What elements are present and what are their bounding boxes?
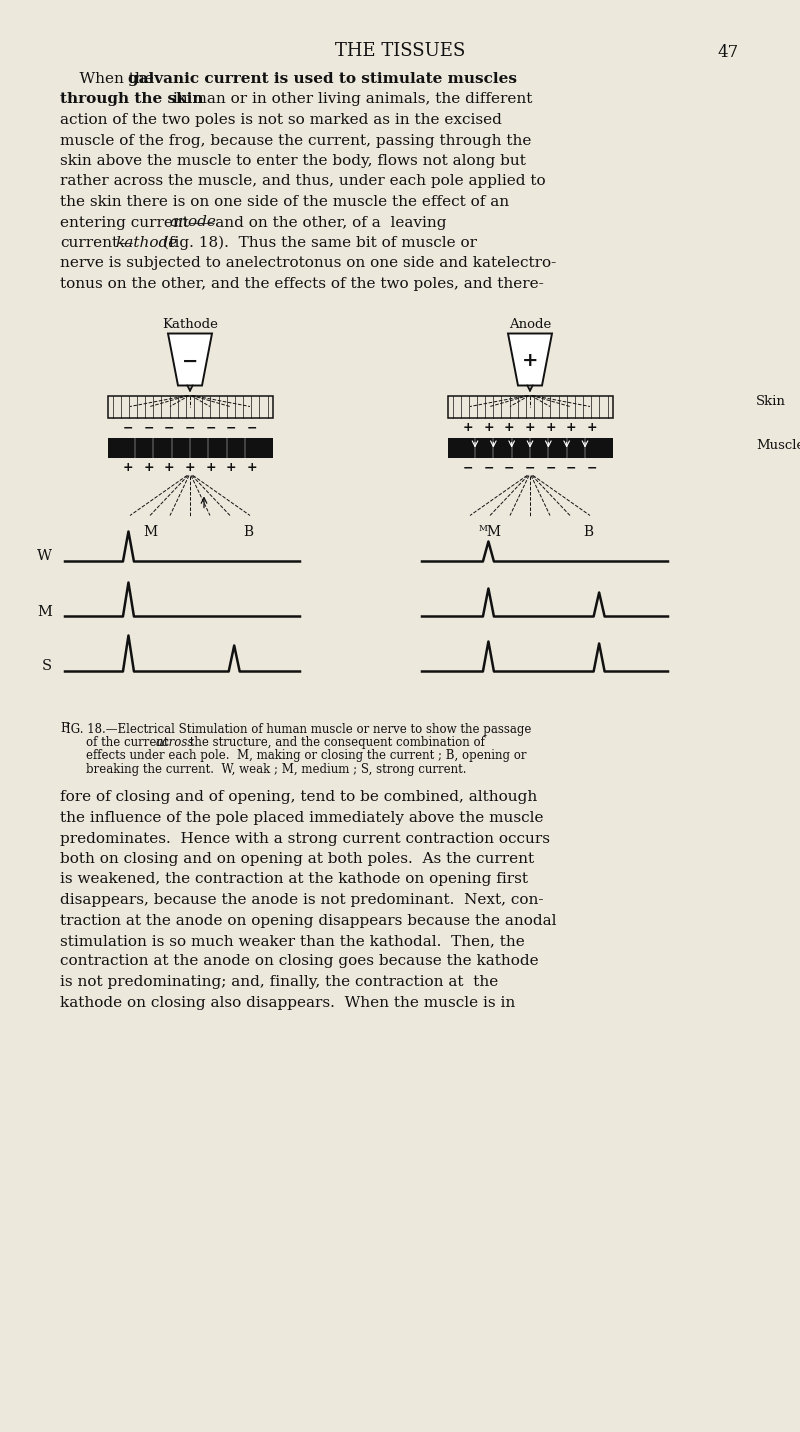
Text: kathode: kathode: [115, 236, 178, 251]
Text: −: −: [566, 461, 577, 474]
Bar: [107, 395, 273, 418]
Text: −: −: [122, 421, 134, 434]
Text: disappears, because the anode is not predominant.  Next, con­: disappears, because the anode is not pre…: [60, 894, 543, 906]
Text: is not predominating; and, finally, the contraction at  the: is not predominating; and, finally, the …: [60, 975, 498, 990]
Text: B: B: [243, 526, 253, 540]
Text: through the skin: through the skin: [60, 93, 203, 106]
Text: breaking the current.  W, weak ; M, medium ; S, strong current.: breaking the current. W, weak ; M, mediu…: [86, 763, 466, 776]
Text: +: +: [525, 421, 535, 434]
Text: is weakened, the contraction at the kathode on opening first: is weakened, the contraction at the kath…: [60, 872, 528, 886]
Text: +: +: [143, 461, 154, 474]
Text: the structure, and the consequent combination of: the structure, and the consequent combin…: [186, 736, 485, 749]
Text: +: +: [504, 421, 514, 434]
Text: −: −: [462, 461, 474, 474]
Text: −: −: [185, 421, 195, 434]
Text: anode: anode: [169, 215, 216, 229]
Text: +: +: [483, 421, 494, 434]
Text: kathode on closing also disappears.  When the muscle is in: kathode on closing also disappears. When…: [60, 995, 515, 1010]
Text: +: +: [206, 461, 216, 474]
Text: When the: When the: [60, 72, 158, 86]
Text: +: +: [566, 421, 577, 434]
Text: THE TISSUES: THE TISSUES: [335, 42, 465, 60]
Text: nerve is subjected to anelectrotonus on one side and katelectro-: nerve is subjected to anelectrotonus on …: [60, 256, 556, 271]
Text: effects under each pole.  M, making or closing the current ; B, opening or: effects under each pole. M, making or cl…: [86, 749, 526, 762]
Text: skin above the muscle to enter the body, flows not along but: skin above the muscle to enter the body,…: [60, 155, 526, 168]
Text: +: +: [522, 352, 538, 371]
Text: the influence of the pole placed immediately above the muscle: the influence of the pole placed immedia…: [60, 811, 543, 825]
Text: +: +: [246, 461, 258, 474]
Text: M: M: [143, 526, 157, 540]
Text: M: M: [37, 604, 52, 619]
Text: —and on the other, of a  leaving: —and on the other, of a leaving: [200, 215, 446, 229]
Text: Skin: Skin: [756, 395, 786, 408]
Text: rather across the muscle, and thus, under each pole applied to: rather across the muscle, and thus, unde…: [60, 175, 546, 189]
Text: galvanic current is used to stimulate muscles: galvanic current is used to stimulate mu…: [128, 72, 517, 86]
Text: F: F: [60, 723, 68, 736]
Text: −: −: [246, 421, 258, 434]
Text: predominates.  Hence with a strong current contraction occurs: predominates. Hence with a strong curren…: [60, 832, 550, 845]
Text: ᴹM: ᴹM: [478, 526, 502, 540]
Text: the skin there is on one side of the muscle the effect of an: the skin there is on one side of the mus…: [60, 195, 509, 209]
Text: current—: current—: [60, 236, 134, 251]
Text: −: −: [182, 352, 198, 371]
Text: fore of closing and of opening, tend to be combined, although: fore of closing and of opening, tend to …: [60, 790, 538, 805]
Text: Muscle: Muscle: [756, 440, 800, 453]
Text: S: S: [42, 660, 52, 673]
Text: −: −: [143, 421, 154, 434]
Text: +: +: [185, 461, 195, 474]
Text: +: +: [586, 421, 598, 434]
Polygon shape: [508, 334, 552, 385]
Text: Kathode: Kathode: [162, 318, 218, 331]
Text: −: −: [164, 421, 174, 434]
Text: +: +: [546, 421, 556, 434]
Text: −: −: [483, 461, 494, 474]
Text: across: across: [156, 736, 194, 749]
Text: −: −: [546, 461, 556, 474]
Text: −: −: [525, 461, 535, 474]
Text: action of the two poles is not so marked as in the excised: action of the two poles is not so marked…: [60, 113, 502, 127]
Text: stimulation is so much weaker than the kathodal.  Then, the: stimulation is so much weaker than the k…: [60, 934, 525, 948]
Text: 47: 47: [718, 44, 738, 62]
Text: +: +: [122, 461, 134, 474]
Text: +: +: [462, 421, 474, 434]
Text: Anode: Anode: [509, 318, 551, 331]
Text: muscle of the frog, because the current, passing through the: muscle of the frog, because the current,…: [60, 133, 531, 147]
Text: in man or in other living animals, the different: in man or in other living animals, the d…: [168, 93, 532, 106]
Text: W: W: [37, 550, 52, 564]
Text: both on closing and on opening at both poles.  As the current: both on closing and on opening at both p…: [60, 852, 534, 866]
Bar: [107, 438, 273, 457]
Polygon shape: [168, 334, 212, 385]
Text: entering current—: entering current—: [60, 215, 204, 229]
Text: of the current: of the current: [86, 736, 172, 749]
Text: −: −: [586, 461, 598, 474]
Text: +: +: [226, 461, 237, 474]
Text: (fig. 18).  Thus the same bit of muscle or: (fig. 18). Thus the same bit of muscle o…: [158, 236, 477, 251]
Text: IG. 18.—Electrical Stimulation of human muscle or nerve to show the passage: IG. 18.—Electrical Stimulation of human …: [66, 723, 531, 736]
Text: +: +: [164, 461, 174, 474]
Text: −: −: [504, 461, 514, 474]
Text: B: B: [583, 526, 593, 540]
Bar: [447, 395, 613, 418]
Text: tonus on the other, and the effects of the two poles, and there-: tonus on the other, and the effects of t…: [60, 276, 544, 291]
Bar: [447, 438, 613, 457]
Text: traction at the anode on opening disappears because the anodal: traction at the anode on opening disappe…: [60, 914, 557, 928]
Text: −: −: [206, 421, 216, 434]
Text: contraction at the anode on closing goes because the kathode: contraction at the anode on closing goes…: [60, 955, 538, 968]
Text: −: −: [226, 421, 237, 434]
